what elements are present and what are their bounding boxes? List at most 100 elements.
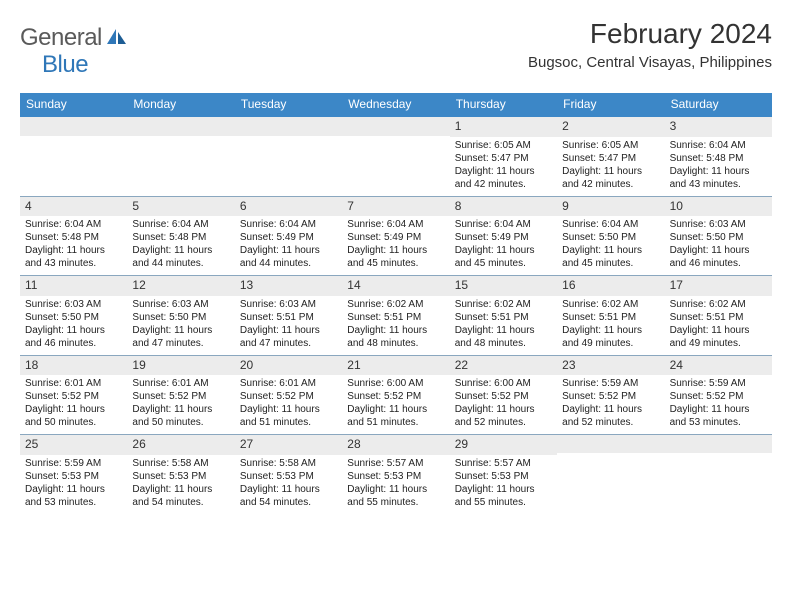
daylight-line: Daylight: 11 hours and 47 minutes. — [240, 324, 337, 350]
daylight-line: Daylight: 11 hours and 51 minutes. — [240, 403, 337, 429]
sunset-line: Sunset: 5:47 PM — [562, 152, 659, 165]
day-number: 12 — [127, 275, 234, 296]
daylight-line: Daylight: 11 hours and 51 minutes. — [347, 403, 444, 429]
calendar-day-cell — [20, 117, 127, 196]
calendar: SundayMondayTuesdayWednesdayThursdayFrid… — [20, 93, 772, 514]
day-number: 22 — [450, 355, 557, 376]
sunrise-line: Sunrise: 6:03 AM — [132, 298, 229, 311]
sunset-line: Sunset: 5:53 PM — [132, 470, 229, 483]
calendar-day-cell: 23Sunrise: 5:59 AMSunset: 5:52 PMDayligh… — [557, 355, 664, 435]
calendar-day-cell: 25Sunrise: 5:59 AMSunset: 5:53 PMDayligh… — [20, 434, 127, 514]
calendar-day-cell — [235, 117, 342, 196]
daylight-line: Daylight: 11 hours and 52 minutes. — [455, 403, 552, 429]
daylight-line: Daylight: 11 hours and 45 minutes. — [562, 244, 659, 270]
day-number: 27 — [235, 434, 342, 455]
sunrise-line: Sunrise: 5:57 AM — [455, 457, 552, 470]
sunrise-line: Sunrise: 6:02 AM — [670, 298, 767, 311]
sunrise-line: Sunrise: 6:02 AM — [562, 298, 659, 311]
day-number: 25 — [20, 434, 127, 455]
day-number: 5 — [127, 196, 234, 217]
sunrise-line: Sunrise: 6:05 AM — [455, 139, 552, 152]
day-number: 26 — [127, 434, 234, 455]
weekday-header: Wednesday — [342, 93, 449, 117]
day-content: Sunrise: 6:04 AMSunset: 5:49 PMDaylight:… — [342, 216, 449, 275]
sunrise-line: Sunrise: 6:04 AM — [562, 218, 659, 231]
calendar-day-cell: 14Sunrise: 6:02 AMSunset: 5:51 PMDayligh… — [342, 275, 449, 355]
calendar-page: General February 2024 Bugsoc, Central Vi… — [0, 0, 792, 528]
sunrise-line: Sunrise: 6:03 AM — [25, 298, 122, 311]
day-number: 3 — [665, 117, 772, 137]
sunrise-line: Sunrise: 6:04 AM — [670, 139, 767, 152]
logo-sail-icon — [106, 27, 128, 50]
day-content: Sunrise: 6:01 AMSunset: 5:52 PMDaylight:… — [20, 375, 127, 434]
day-number: 14 — [342, 275, 449, 296]
calendar-day-cell — [127, 117, 234, 196]
calendar-day-cell: 8Sunrise: 6:04 AMSunset: 5:49 PMDaylight… — [450, 196, 557, 276]
calendar-day-cell: 11Sunrise: 6:03 AMSunset: 5:50 PMDayligh… — [20, 275, 127, 355]
day-content: Sunrise: 6:02 AMSunset: 5:51 PMDaylight:… — [665, 296, 772, 355]
page-subtitle: Bugsoc, Central Visayas, Philippines — [528, 54, 772, 71]
day-content: Sunrise: 6:05 AMSunset: 5:47 PMDaylight:… — [557, 137, 664, 196]
day-number: 4 — [20, 196, 127, 217]
weekday-header: Monday — [127, 93, 234, 117]
sunset-line: Sunset: 5:52 PM — [132, 390, 229, 403]
day-content: Sunrise: 5:59 AMSunset: 5:52 PMDaylight:… — [665, 375, 772, 434]
calendar-day-cell: 1Sunrise: 6:05 AMSunset: 5:47 PMDaylight… — [450, 117, 557, 196]
calendar-day-cell — [665, 434, 772, 514]
calendar-day-cell: 28Sunrise: 5:57 AMSunset: 5:53 PMDayligh… — [342, 434, 449, 514]
calendar-day-cell: 16Sunrise: 6:02 AMSunset: 5:51 PMDayligh… — [557, 275, 664, 355]
sunrise-line: Sunrise: 6:02 AM — [347, 298, 444, 311]
sunset-line: Sunset: 5:51 PM — [562, 311, 659, 324]
day-number: 24 — [665, 355, 772, 376]
weekday-header: Thursday — [450, 93, 557, 117]
sunset-line: Sunset: 5:49 PM — [455, 231, 552, 244]
sunrise-line: Sunrise: 5:59 AM — [562, 377, 659, 390]
daylight-line: Daylight: 11 hours and 47 minutes. — [132, 324, 229, 350]
calendar-day-cell: 26Sunrise: 5:58 AMSunset: 5:53 PMDayligh… — [127, 434, 234, 514]
title-block: February 2024 Bugsoc, Central Visayas, P… — [528, 18, 772, 71]
sunset-line: Sunset: 5:50 PM — [132, 311, 229, 324]
day-number: 2 — [557, 117, 664, 137]
calendar-week-row: 11Sunrise: 6:03 AMSunset: 5:50 PMDayligh… — [20, 275, 772, 355]
logo-text-general: General — [20, 24, 102, 52]
daylight-line: Daylight: 11 hours and 43 minutes. — [25, 244, 122, 270]
calendar-week-row: 1Sunrise: 6:05 AMSunset: 5:47 PMDaylight… — [20, 117, 772, 196]
sunrise-line: Sunrise: 6:01 AM — [132, 377, 229, 390]
day-content: Sunrise: 6:01 AMSunset: 5:52 PMDaylight:… — [235, 375, 342, 434]
sunrise-line: Sunrise: 6:04 AM — [455, 218, 552, 231]
sunset-line: Sunset: 5:50 PM — [562, 231, 659, 244]
daylight-line: Daylight: 11 hours and 52 minutes. — [562, 403, 659, 429]
calendar-week-row: 4Sunrise: 6:04 AMSunset: 5:48 PMDaylight… — [20, 196, 772, 276]
sunrise-line: Sunrise: 6:02 AM — [455, 298, 552, 311]
daylight-line: Daylight: 11 hours and 42 minutes. — [562, 165, 659, 191]
day-content: Sunrise: 6:04 AMSunset: 5:50 PMDaylight:… — [557, 216, 664, 275]
day-content: Sunrise: 6:02 AMSunset: 5:51 PMDaylight:… — [342, 296, 449, 355]
sunrise-line: Sunrise: 6:04 AM — [132, 218, 229, 231]
day-number: 1 — [450, 117, 557, 137]
day-content: Sunrise: 5:59 AMSunset: 5:53 PMDaylight:… — [20, 455, 127, 514]
sunrise-line: Sunrise: 6:04 AM — [25, 218, 122, 231]
sunset-line: Sunset: 5:52 PM — [347, 390, 444, 403]
sunset-line: Sunset: 5:51 PM — [347, 311, 444, 324]
calendar-week-row: 18Sunrise: 6:01 AMSunset: 5:52 PMDayligh… — [20, 355, 772, 435]
day-number: 18 — [20, 355, 127, 376]
calendar-day-cell: 7Sunrise: 6:04 AMSunset: 5:49 PMDaylight… — [342, 196, 449, 276]
weekday-header: Sunday — [20, 93, 127, 117]
day-content: Sunrise: 6:04 AMSunset: 5:49 PMDaylight:… — [450, 216, 557, 275]
daylight-line: Daylight: 11 hours and 48 minutes. — [347, 324, 444, 350]
daylight-line: Daylight: 11 hours and 45 minutes. — [347, 244, 444, 270]
weekday-header: Tuesday — [235, 93, 342, 117]
daylight-line: Daylight: 11 hours and 44 minutes. — [132, 244, 229, 270]
sunset-line: Sunset: 5:51 PM — [455, 311, 552, 324]
sunset-line: Sunset: 5:49 PM — [347, 231, 444, 244]
sunrise-line: Sunrise: 5:59 AM — [25, 457, 122, 470]
daylight-line: Daylight: 11 hours and 50 minutes. — [132, 403, 229, 429]
calendar-week-row: 25Sunrise: 5:59 AMSunset: 5:53 PMDayligh… — [20, 434, 772, 514]
sunrise-line: Sunrise: 5:58 AM — [132, 457, 229, 470]
page-title: February 2024 — [528, 18, 772, 50]
sunset-line: Sunset: 5:50 PM — [670, 231, 767, 244]
sunset-line: Sunset: 5:52 PM — [25, 390, 122, 403]
calendar-day-cell: 2Sunrise: 6:05 AMSunset: 5:47 PMDaylight… — [557, 117, 664, 196]
sunset-line: Sunset: 5:51 PM — [240, 311, 337, 324]
sunset-line: Sunset: 5:52 PM — [240, 390, 337, 403]
